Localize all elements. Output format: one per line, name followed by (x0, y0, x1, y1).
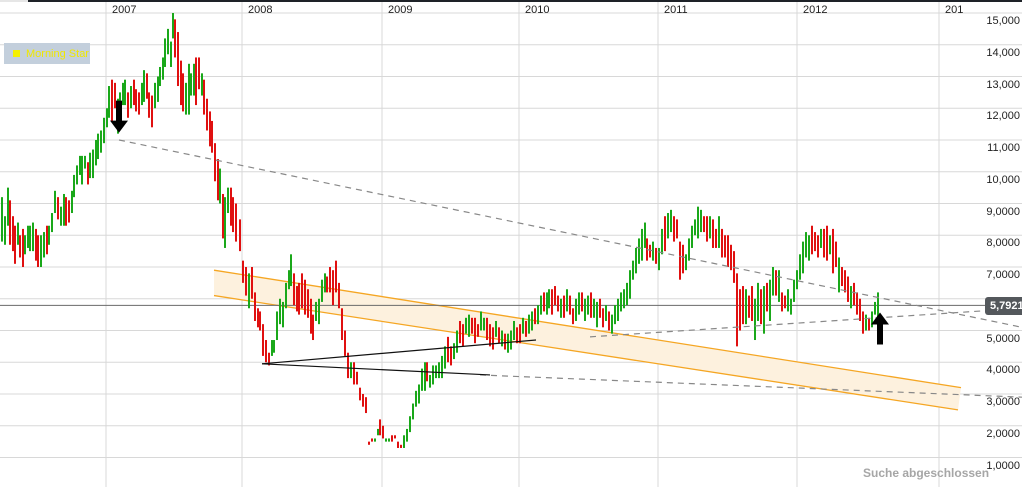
current-price-tag: 5,7921 (985, 297, 1022, 315)
x-tick-label: 2010 (525, 4, 550, 16)
y-tick-label: 13,000 (986, 78, 1020, 91)
ohlc-bars (1, 13, 879, 448)
y-tick-label: 5,0000 (986, 332, 1020, 345)
x-tick-label: 201 (945, 4, 964, 16)
y-tick-label: 15,000 (986, 15, 1020, 27)
y-tick-label: 11,000 (987, 142, 1020, 154)
legend-swatch (13, 50, 20, 57)
x-tick-label: 2007 (112, 4, 137, 16)
x-tick-label: 2011 (664, 4, 688, 16)
y-tick-label: 12,000 (986, 110, 1020, 123)
y-tick-label: 9,0000 (986, 205, 1020, 218)
y-tick-label: 10,000 (986, 173, 1020, 186)
y-tick-label: 4,0000 (986, 364, 1020, 377)
status-text: Suche abgeschlossen (863, 466, 990, 480)
x-tick-label: 2009 (388, 4, 413, 16)
trend-lines (118, 139, 1022, 398)
y-tick-label: 8,0000 (986, 237, 1020, 250)
up-arrow-icon (871, 312, 889, 345)
down-arrow-icon (110, 100, 128, 133)
y-tick-label: 7,0000 (986, 269, 1020, 281)
y-tick-label: 2,0000 (986, 427, 1020, 440)
y-tick-label: 3,0000 (986, 396, 1020, 408)
x-tick-label: 2008 (248, 4, 273, 16)
legend-morning-star[interactable]: Morning Star (4, 43, 90, 64)
annotation-arrows (110, 100, 889, 345)
y-tick-label: 1,0000 (986, 459, 1020, 472)
legend-label: Morning Star (26, 47, 89, 60)
top-border (0, 0, 1022, 2)
y-tick-label: 14,000 (986, 46, 1020, 59)
top-border-light (0, 0, 28, 2)
x-tick-label: 2012 (803, 4, 828, 16)
